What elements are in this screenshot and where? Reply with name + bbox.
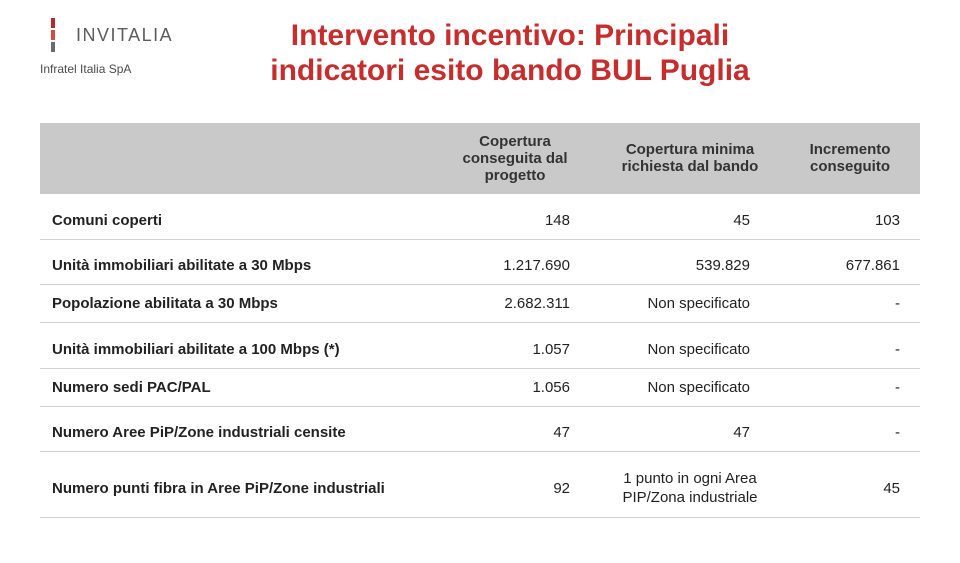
row-label: Numero Aree PiP/Zone industriali censite: [40, 414, 430, 452]
row-val1: 1.056: [430, 368, 600, 406]
row-val2: 47: [600, 414, 780, 452]
row-val1: 47: [430, 414, 600, 452]
indicators-table: Copertura conseguita dal progetto Copert…: [40, 123, 920, 519]
row-val2: Non specificato: [600, 285, 780, 323]
row-val3: 103: [780, 202, 920, 240]
logo-top: INVITALIA: [40, 18, 200, 52]
slide-page: INVITALIA Infratel Italia SpA Intervento…: [0, 0, 960, 563]
row-val1: 2.682.311: [430, 285, 600, 323]
row-val1: 1.217.690: [430, 247, 600, 285]
row-label: Popolazione abilitata a 30 Mbps: [40, 285, 430, 323]
row-val2: Non specificato: [600, 368, 780, 406]
logo-star-icon: [40, 18, 66, 52]
title-line-2: indicatori esito bando BUL Puglia: [190, 53, 830, 88]
row-label: Numero sedi PAC/PAL: [40, 368, 430, 406]
table-row: Unità immobiliari abilitate a 100 Mbps (…: [40, 331, 920, 369]
row-val1: 1.057: [430, 331, 600, 369]
table-row: Numero sedi PAC/PAL 1.056 Non specificat…: [40, 368, 920, 406]
table-row: Unità immobiliari abilitate a 30 Mbps 1.…: [40, 247, 920, 285]
header-col3: Incremento conseguito: [780, 123, 920, 194]
brand-name: INVITALIA: [76, 25, 173, 46]
row-val2: 539.829: [600, 247, 780, 285]
row-label: Numero punti fibra in Aree PiP/Zone indu…: [40, 460, 430, 518]
row-val2: 1 punto in ogni Area PIP/Zona industrial…: [600, 460, 780, 518]
row-val2: 45: [600, 202, 780, 240]
header-col1: Copertura conseguita dal progetto: [430, 123, 600, 194]
table-row: Numero punti fibra in Aree PiP/Zone indu…: [40, 460, 920, 518]
table-row: Numero Aree PiP/Zone industriali censite…: [40, 414, 920, 452]
row-val3: -: [780, 331, 920, 369]
table-header-row: Copertura conseguita dal progetto Copert…: [40, 123, 920, 194]
title-line-1: Intervento incentivo: Principali: [190, 18, 830, 53]
row-val3: 45: [780, 460, 920, 518]
header-blank: [40, 123, 430, 194]
row-label: Unità immobiliari abilitate a 100 Mbps (…: [40, 331, 430, 369]
row-val2: Non specificato: [600, 331, 780, 369]
table-row: Popolazione abilitata a 30 Mbps 2.682.31…: [40, 285, 920, 323]
row-label: Unità immobiliari abilitate a 30 Mbps: [40, 247, 430, 285]
row-val3: -: [780, 368, 920, 406]
slide-title: Intervento incentivo: Principali indicat…: [130, 18, 830, 89]
logo-block: INVITALIA Infratel Italia SpA: [40, 18, 200, 76]
logo-subsidiary: Infratel Italia SpA: [40, 62, 200, 76]
table-row: Comuni coperti 148 45 103: [40, 202, 920, 240]
row-val3: -: [780, 285, 920, 323]
row-val1: 92: [430, 460, 600, 518]
row-label: Comuni coperti: [40, 202, 430, 240]
header-col2: Copertura minima richiesta dal bando: [600, 123, 780, 194]
row-val3: -: [780, 414, 920, 452]
row-val3: 677.861: [780, 247, 920, 285]
row-val1: 148: [430, 202, 600, 240]
